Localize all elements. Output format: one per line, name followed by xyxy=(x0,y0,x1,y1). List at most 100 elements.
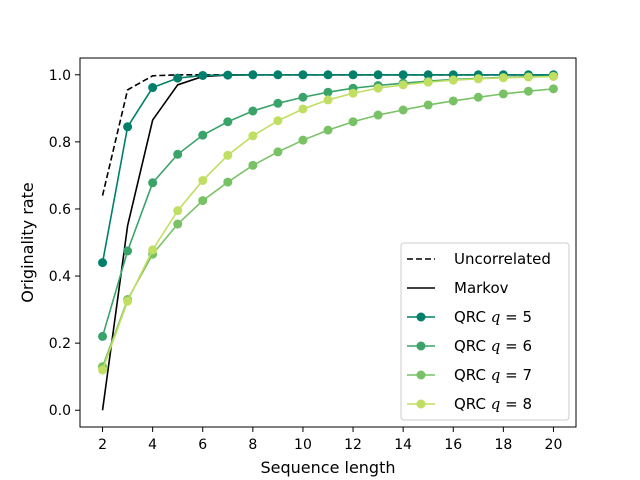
data-point xyxy=(248,160,258,170)
legend-label: QRC q = 7 xyxy=(454,366,532,384)
ticks-layer: 2 4 6 8 10 12 14 16 18 20 0.0 0.2 0.4 0.6 0.8 1.0 xyxy=(49,68,563,453)
data-point xyxy=(273,116,283,126)
data-point xyxy=(473,92,483,102)
data-point xyxy=(348,117,358,127)
data-point xyxy=(223,150,233,160)
data-point xyxy=(148,245,158,255)
data-point xyxy=(273,147,283,157)
data-point xyxy=(123,296,133,306)
data-point xyxy=(323,125,333,135)
x-tick-label: 20 xyxy=(545,437,563,453)
data-point xyxy=(523,86,533,96)
y-tick-label: 0.6 xyxy=(49,202,71,218)
data-point xyxy=(98,365,108,375)
x-tick-label: 16 xyxy=(444,437,462,453)
data-point xyxy=(548,71,558,81)
legend-label: QRC q = 8 xyxy=(454,395,532,413)
data-point xyxy=(348,88,358,98)
data-point xyxy=(223,177,233,187)
legend-marker xyxy=(416,341,426,351)
data-point xyxy=(98,331,108,341)
x-tick-label: 14 xyxy=(394,437,412,453)
data-point xyxy=(298,70,308,80)
data-point xyxy=(523,72,533,82)
data-point xyxy=(248,70,258,80)
x-tick-label: 4 xyxy=(148,437,157,453)
data-point xyxy=(348,70,358,80)
legend-marker xyxy=(416,312,426,322)
data-point xyxy=(98,258,108,268)
data-point xyxy=(448,75,458,85)
x-tick-label: 8 xyxy=(248,437,257,453)
data-point xyxy=(498,73,508,83)
data-point xyxy=(198,175,208,185)
data-point xyxy=(248,106,258,116)
data-point xyxy=(173,219,183,229)
data-point xyxy=(123,246,133,256)
y-tick-label: 1.0 xyxy=(49,68,71,84)
axes-frame xyxy=(79,57,577,428)
x-axis-label: Sequence length xyxy=(260,458,395,477)
legend-marker xyxy=(416,399,426,409)
legend-frame xyxy=(400,242,570,421)
data-point xyxy=(148,83,158,93)
data-point xyxy=(398,80,408,90)
data-point xyxy=(123,122,133,132)
data-point xyxy=(248,131,258,141)
data-point xyxy=(473,74,483,84)
data-point xyxy=(373,110,383,120)
series-qrc-q-8 xyxy=(98,71,558,375)
data-point xyxy=(198,130,208,140)
legend-item: QRC q = 5 xyxy=(407,308,532,326)
data-point xyxy=(373,70,383,80)
data-point xyxy=(423,70,433,80)
data-point xyxy=(223,70,233,80)
legend-label: Uncorrelated xyxy=(454,250,551,268)
y-tick-label: 0.8 xyxy=(49,135,71,151)
legend-marker xyxy=(416,370,426,380)
data-point xyxy=(398,105,408,115)
data-point xyxy=(298,104,308,114)
legend-label: QRC q = 6 xyxy=(454,337,532,355)
data-point xyxy=(198,196,208,206)
legend-item: Markov xyxy=(407,279,509,297)
series-layer xyxy=(98,70,558,411)
data-point xyxy=(273,70,283,80)
legend-item: QRC q = 6 xyxy=(407,337,532,355)
series-qrc-q-7 xyxy=(98,84,558,372)
y-axis-label: Originality rate xyxy=(18,182,37,302)
data-point xyxy=(223,117,233,127)
data-point xyxy=(423,100,433,110)
data-point xyxy=(373,83,383,93)
legend-item: QRC q = 8 xyxy=(407,395,532,413)
data-point xyxy=(548,84,558,94)
y-tick-label: 0.2 xyxy=(49,336,71,352)
data-point xyxy=(298,92,308,102)
data-point xyxy=(173,206,183,216)
x-tick-label: 6 xyxy=(198,437,207,453)
data-point xyxy=(173,149,183,159)
data-point xyxy=(148,178,158,188)
data-point xyxy=(398,70,408,80)
x-tick-label: 18 xyxy=(494,437,512,453)
y-tick-label: 0.4 xyxy=(49,269,71,285)
x-tick-label: 10 xyxy=(294,437,312,453)
data-point xyxy=(173,73,183,83)
legend: Uncorrelated Markov QRC q = 5 QRC q = 6 QRC … xyxy=(400,242,570,421)
x-tick-label: 12 xyxy=(344,437,362,453)
legend-label: Markov xyxy=(454,279,509,297)
y-tick-label: 0.0 xyxy=(49,403,71,419)
data-point xyxy=(498,89,508,99)
legend-item: Uncorrelated xyxy=(407,250,551,268)
data-point xyxy=(423,77,433,87)
data-point xyxy=(273,98,283,108)
data-point xyxy=(448,96,458,106)
data-point xyxy=(298,135,308,145)
data-point xyxy=(198,70,208,80)
data-point xyxy=(323,95,333,105)
data-point xyxy=(323,70,333,80)
data-point xyxy=(323,87,333,97)
legend-item: QRC q = 7 xyxy=(407,366,532,384)
legend-label: QRC q = 5 xyxy=(454,308,532,326)
